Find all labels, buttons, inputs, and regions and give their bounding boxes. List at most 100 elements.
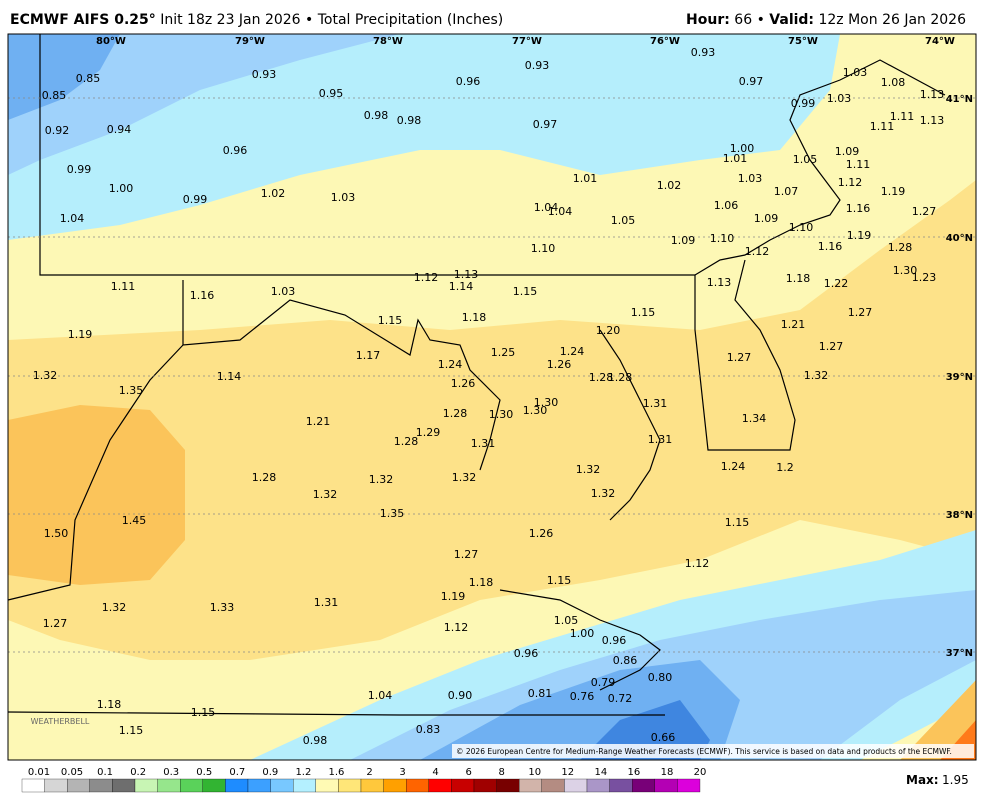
- longitude-label: 80°W: [96, 36, 126, 47]
- point-value: 1.32: [591, 487, 616, 500]
- copyright-bg: [452, 744, 974, 758]
- colorbar-label: 18: [661, 767, 674, 778]
- point-value: 1.15: [191, 706, 216, 719]
- colorbar-label: 3: [399, 767, 405, 778]
- point-value: 0.86: [613, 654, 638, 667]
- point-value: 1.34: [742, 412, 767, 425]
- point-value: 1.32: [33, 369, 58, 382]
- point-value: 1.26: [529, 527, 554, 540]
- copyright: © 2026 European Centre for Medium-Range …: [456, 747, 952, 756]
- point-value: 1.45: [122, 514, 147, 527]
- point-value: 1.2: [776, 461, 794, 474]
- point-value: 1.03: [827, 92, 852, 105]
- point-value: 1.08: [881, 76, 906, 89]
- point-value: 0.98: [364, 109, 389, 122]
- point-value: 1.03: [271, 285, 296, 298]
- colorbar-swatch: [202, 778, 226, 793]
- colorbar-label: 0.9: [262, 767, 278, 778]
- colorbar-swatch: [112, 778, 136, 793]
- point-value: 0.99: [67, 163, 92, 176]
- colorbar-label: 1.6: [328, 767, 344, 778]
- point-value: 0.80: [648, 671, 673, 684]
- colorbar-swatch: [225, 778, 249, 793]
- max-label: Max:: [906, 773, 939, 787]
- point-value: 1.00: [109, 182, 134, 195]
- point-value: 1.50: [44, 527, 69, 540]
- point-value: 0.79: [591, 676, 616, 689]
- hour: 66: [734, 12, 753, 28]
- point-value: 1.28: [888, 241, 913, 254]
- point-value: 1.19: [441, 590, 466, 603]
- colorbar-label: 2: [366, 767, 372, 778]
- colorbar-label: 0.1: [97, 767, 113, 778]
- point-value: 1.31: [314, 596, 339, 609]
- point-value: 0.94: [107, 123, 132, 136]
- point-value: 1.12: [745, 245, 770, 258]
- point-value: 1.19: [881, 185, 906, 198]
- point-value: 1.13: [920, 88, 945, 101]
- point-value: 0.95: [319, 87, 344, 100]
- colorbar-label: 4: [432, 767, 438, 778]
- colorbar-swatch: [247, 778, 271, 793]
- point-value: 1.13: [707, 276, 732, 289]
- point-value: 0.98: [397, 114, 422, 127]
- point-value: 1.15: [725, 516, 750, 529]
- colorbar-label: 0.7: [229, 767, 245, 778]
- point-value: 1.05: [554, 614, 579, 627]
- point-value: 1.15: [119, 724, 144, 737]
- point-value: 1.04: [368, 689, 393, 702]
- colorbar-swatch: [677, 778, 701, 793]
- point-value: 1.24: [560, 345, 585, 358]
- point-value: 1.26: [451, 377, 476, 390]
- colorbar-label: 0.01: [28, 767, 50, 778]
- colorbar-swatch: [338, 778, 362, 793]
- point-value: 1.15: [631, 306, 656, 319]
- point-value: 1.31: [643, 397, 668, 410]
- point-value: 1.11: [870, 120, 895, 133]
- point-value: 1.25: [491, 346, 516, 359]
- point-value: 0.97: [739, 75, 764, 88]
- valid: 12z Mon 26 Jan 2026: [818, 12, 966, 28]
- longitude-label: 78°W: [373, 36, 403, 47]
- colorbar-swatch: [157, 778, 181, 793]
- point-value: 1.14: [217, 370, 242, 383]
- point-value: 1.32: [313, 488, 338, 501]
- point-value: 1.04: [548, 205, 573, 218]
- point-value: 1.02: [657, 179, 682, 192]
- point-value: 1.29: [416, 426, 441, 439]
- point-value: 1.04: [534, 201, 559, 214]
- colorbar-swatch: [360, 778, 384, 793]
- point-value: 1.05: [793, 153, 818, 166]
- point-value: 1.03: [738, 172, 763, 185]
- point-value: 0.66: [651, 731, 676, 744]
- point-value: 1.18: [462, 311, 487, 324]
- point-value: 1.00: [730, 142, 755, 155]
- longitude-label: 79°W: [235, 36, 265, 47]
- point-value: 1.12: [685, 557, 710, 570]
- separator: •: [756, 12, 765, 28]
- point-value: 0.92: [45, 124, 70, 137]
- point-value: 1.24: [438, 358, 463, 371]
- colorbar-label: 12: [561, 767, 574, 778]
- max-value: 1.95: [942, 773, 969, 787]
- colorbar-swatch: [632, 778, 655, 793]
- point-value: 1.09: [754, 212, 779, 225]
- longitude-label: 76°W: [650, 36, 680, 47]
- subtitle: Init 18z 23 Jan 2026 • Total Precipitati…: [160, 12, 504, 28]
- point-value: 0.96: [602, 634, 627, 647]
- colorbar-swatch: [383, 778, 407, 793]
- point-value: 1.01: [723, 152, 748, 165]
- borders: [7, 34, 946, 716]
- point-value: 1.35: [119, 384, 144, 397]
- latitude-label: 38°N: [946, 510, 973, 521]
- point-value: 1.12: [444, 621, 469, 634]
- colorbar-label: 1.2: [295, 767, 311, 778]
- latitude-label: 39°N: [946, 372, 973, 383]
- logo: WEATHERBELL: [31, 717, 90, 726]
- colorbar-swatch: [44, 778, 68, 793]
- point-value: 1.03: [331, 191, 356, 204]
- point-value: 0.85: [76, 72, 101, 85]
- point-value: 1.32: [452, 471, 477, 484]
- point-value: 1.30: [893, 264, 918, 277]
- point-value: 1.13: [920, 114, 945, 127]
